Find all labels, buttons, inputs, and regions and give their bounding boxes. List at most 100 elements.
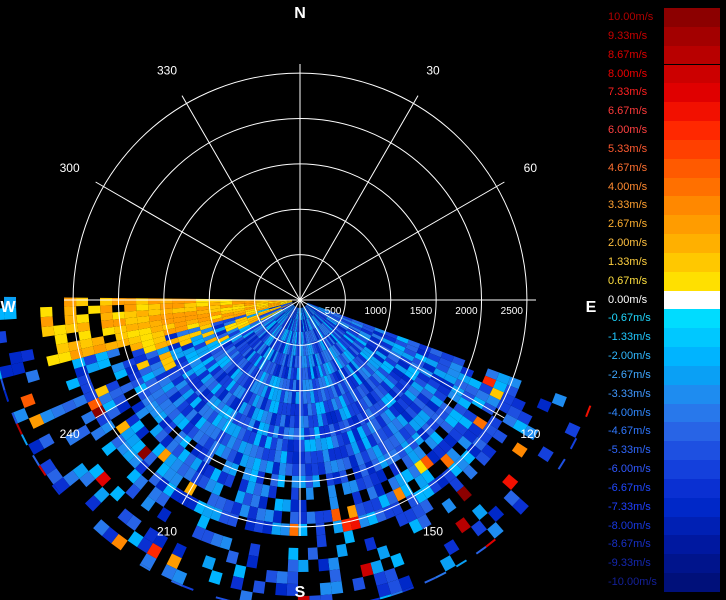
velocity-bin: [172, 395, 186, 409]
velocity-bin: [253, 324, 265, 334]
velocity-bin: [345, 330, 357, 340]
velocity-bin: [62, 470, 80, 487]
velocity-bin: [245, 455, 256, 470]
velocity-bin: [492, 429, 508, 444]
velocity-bin: [468, 377, 483, 390]
velocity-bin: [255, 369, 264, 383]
velocity-bin: [170, 458, 184, 473]
velocity-bin: [259, 311, 271, 318]
velocity-bin: [149, 360, 164, 372]
velocity-bin: [487, 415, 503, 430]
velocity-bin: [233, 370, 244, 383]
velocity-bin: [564, 422, 581, 438]
velocity-bin: [455, 559, 468, 568]
velocity-bin: [255, 446, 265, 460]
velocity-bin: [300, 319, 303, 332]
velocity-bin: [116, 440, 132, 456]
colorbar-swatch: [664, 497, 720, 517]
velocity-bin: [307, 367, 312, 380]
velocity-bin: [357, 513, 370, 528]
velocity-bin: [161, 564, 177, 581]
velocity-bin: [164, 332, 178, 341]
velocity-bin: [197, 433, 210, 447]
velocity-bin: [336, 322, 349, 331]
velocity-bin: [239, 503, 251, 518]
velocity-bin: [269, 437, 278, 451]
velocity-bin: [374, 327, 387, 335]
velocity-bin: [340, 315, 353, 322]
velocity-bin: [303, 307, 309, 319]
velocity-bin: [551, 393, 567, 408]
velocity-bin: [111, 434, 126, 449]
velocity-bin: [280, 523, 290, 536]
velocity-bin: [285, 317, 292, 330]
velocity-bin: [251, 407, 260, 421]
velocity-bin: [183, 452, 197, 467]
velocity-bin: [281, 302, 293, 308]
velocity-bin: [408, 518, 423, 534]
colorbar-label: 8.67m/s: [608, 48, 648, 61]
velocity-bin: [329, 373, 338, 386]
velocity-bin: [206, 410, 219, 424]
velocity-bin: [149, 423, 164, 438]
range-tick-label: 1500: [410, 306, 433, 317]
velocity-bin: [191, 525, 206, 541]
velocity-bin: [232, 451, 244, 466]
velocity-bin: [288, 343, 293, 356]
velocity-bin: [296, 307, 299, 320]
velocity-bin: [271, 461, 281, 475]
velocity-bin: [374, 508, 387, 523]
range-tick-label: 500: [325, 306, 342, 317]
velocity-bin: [440, 453, 455, 469]
velocity-bin: [151, 387, 166, 400]
velocity-bin: [398, 378, 411, 390]
velocity-bin: [346, 347, 358, 358]
polar-labels: N S W E 30 60 120 150 210 240 300 330 500 1000 1500 200…: [0, 5, 596, 600]
colorbar-label: -6.00m/s: [608, 463, 651, 476]
colorbar-row: 6.00m/s: [604, 121, 726, 140]
velocity-bin: [147, 486, 163, 502]
velocity-bin: [502, 474, 519, 491]
velocity-bin: [328, 557, 340, 571]
velocity-bin: [441, 498, 457, 514]
velocity-bin: [340, 337, 351, 348]
velocity-bin: [271, 324, 281, 335]
velocity-bin: [295, 391, 300, 404]
colorbar-swatch: [664, 83, 720, 103]
velocity-bin: [326, 374, 334, 387]
velocity-bin: [306, 304, 317, 312]
velocity-bin: [337, 382, 346, 396]
velocity-bin: [239, 453, 250, 468]
velocity-bin: [235, 340, 248, 351]
velocity-bin: [214, 443, 227, 458]
velocity-bin: [267, 449, 276, 462]
velocity-bin: [80, 381, 95, 395]
velocity-bin: [337, 340, 347, 352]
azimuth-label: 210: [157, 524, 177, 538]
velocity-bin: [210, 317, 223, 324]
velocity-bin: [224, 322, 237, 330]
velocity-bin: [433, 389, 448, 402]
velocity-bin: [388, 405, 401, 418]
velocity-bin: [325, 318, 336, 327]
velocity-bin: [392, 486, 406, 502]
velocity-bin: [81, 410, 97, 425]
velocity-bin: [125, 514, 142, 531]
velocity-bin: [359, 330, 372, 339]
velocity-bin: [260, 484, 270, 498]
velocity-bin: [537, 446, 554, 463]
velocity-bin: [274, 326, 283, 337]
velocity-bin: [382, 338, 395, 347]
velocity-bin: [318, 325, 327, 337]
velocity-bin: [303, 307, 310, 318]
velocity-bin: [313, 314, 323, 325]
velocity-bin: [139, 333, 154, 342]
velocity-bin: [341, 335, 353, 346]
velocity-bin: [333, 343, 343, 355]
velocity-bin: [143, 451, 158, 466]
colorbar-row: -1.33m/s: [604, 328, 726, 348]
velocity-bin: [401, 454, 415, 469]
velocity-bin: [317, 326, 326, 338]
velocity-bin: [15, 423, 23, 435]
velocity-bin: [177, 448, 191, 463]
